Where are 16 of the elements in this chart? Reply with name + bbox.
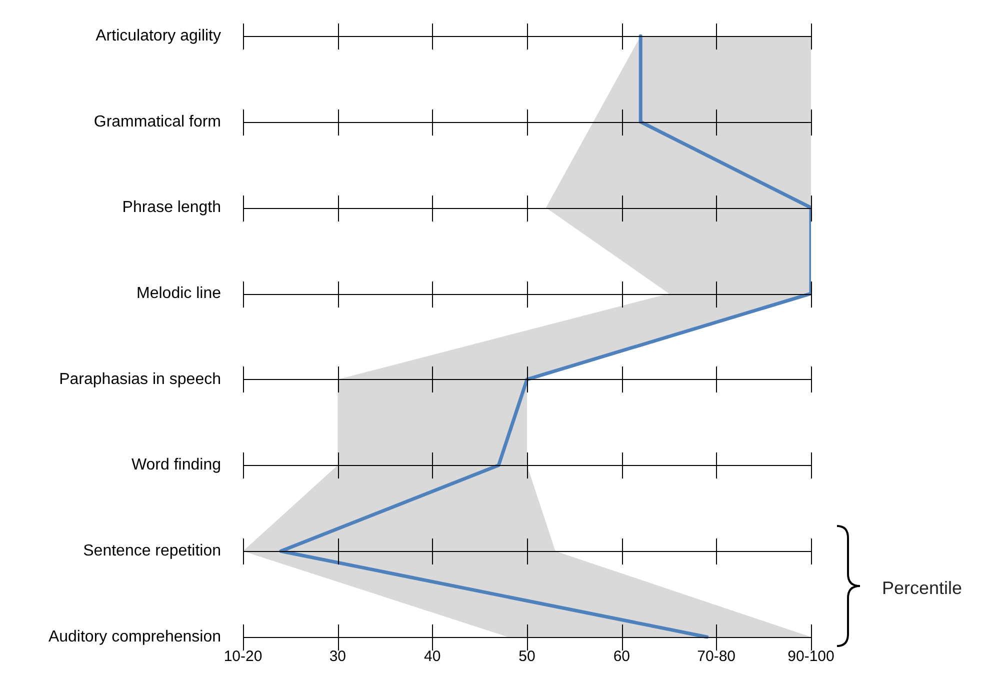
y-tick-label: Paraphasias in speech	[59, 370, 221, 388]
x-tick-label: 70-80	[697, 648, 736, 666]
y-tick-label: Grammatical form	[94, 113, 221, 130]
y-tick-label: Articulatory agility	[96, 27, 221, 44]
x-axis-title: Percentile	[882, 578, 962, 599]
x-tick-label: 10-20	[224, 648, 262, 666]
x-tick-label: 50	[518, 648, 536, 666]
y-tick-label: Sentence repetition	[83, 542, 221, 560]
x-tick-label: 90-100	[788, 648, 834, 666]
x-tick-label: 60	[613, 648, 630, 666]
y-tick-label: Phrase length	[122, 199, 221, 216]
x-tick-label: 30	[329, 648, 346, 666]
y-tick-label: Auditory comprehension	[48, 628, 221, 646]
y-tick-label: Word finding	[131, 456, 221, 474]
x-tick-label: 40	[424, 648, 441, 666]
y-tick-label: Melodic line	[136, 284, 222, 302]
